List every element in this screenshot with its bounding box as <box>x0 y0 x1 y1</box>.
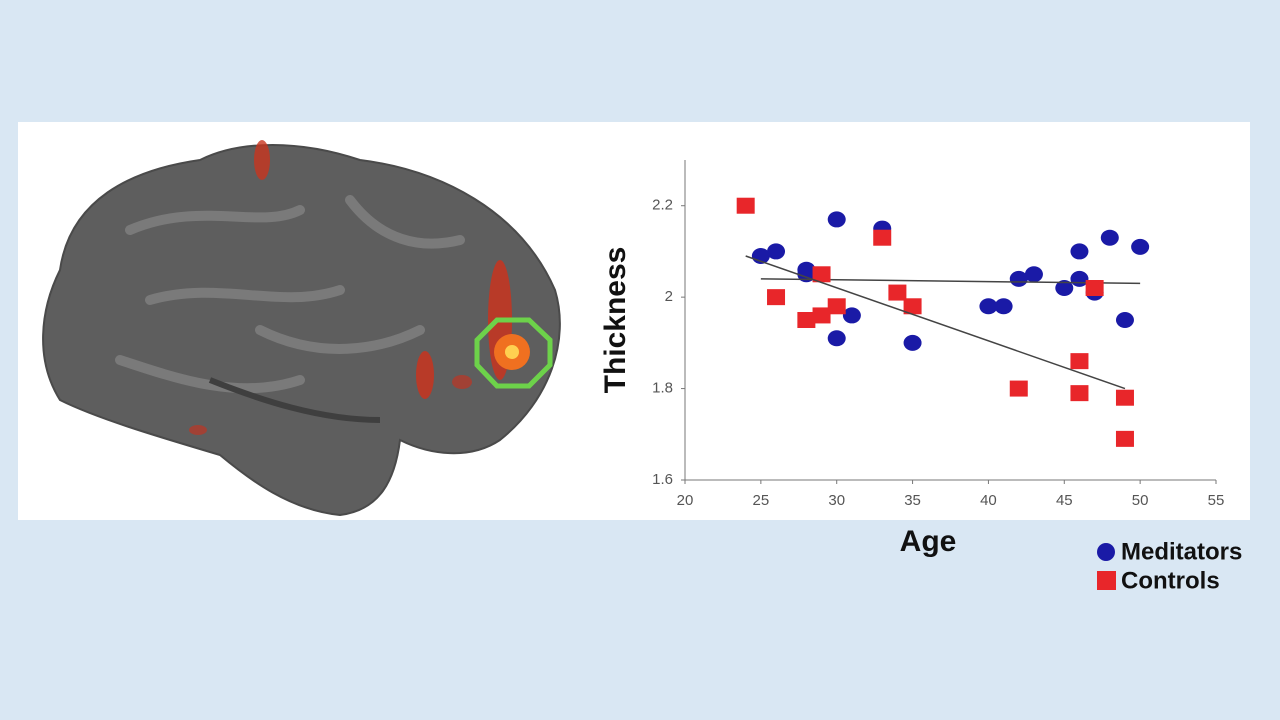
brain-image <box>42 140 561 517</box>
point <box>1131 238 1150 255</box>
point <box>812 266 831 283</box>
y-tick-label: 1.6 <box>652 471 673 488</box>
trend-line <box>745 255 1126 390</box>
point <box>1100 229 1119 246</box>
x-tick-label: 55 <box>1208 492 1225 509</box>
point <box>827 298 846 315</box>
point <box>1070 353 1089 370</box>
point <box>736 197 755 214</box>
point <box>903 298 922 315</box>
y-tick-label: 2.2 <box>652 197 673 214</box>
x-tick-label: 35 <box>904 492 921 509</box>
point <box>767 243 786 260</box>
x-axis-label: Age <box>900 525 957 558</box>
point <box>812 307 831 324</box>
point <box>1115 312 1134 328</box>
point <box>767 289 786 306</box>
point <box>842 307 861 324</box>
y-axis-label: Thickness <box>599 247 632 394</box>
point <box>1070 243 1089 260</box>
point <box>979 298 998 315</box>
point <box>1009 380 1028 397</box>
point <box>1085 280 1104 296</box>
x-tick-label: 50 <box>1132 492 1149 509</box>
x-tick-label: 20 <box>677 492 694 509</box>
legend-label: Meditators <box>1121 538 1242 565</box>
point <box>873 229 892 246</box>
legend-marker <box>1097 543 1115 561</box>
point <box>1024 266 1043 283</box>
x-tick-label: 30 <box>828 492 845 509</box>
legend-marker <box>1097 571 1116 590</box>
point <box>903 334 922 351</box>
point <box>1070 385 1089 402</box>
x-tick-label: 45 <box>1056 492 1073 509</box>
point <box>1055 280 1074 296</box>
point <box>827 211 846 228</box>
point <box>994 298 1013 315</box>
x-tick-label: 25 <box>753 492 770 509</box>
x-tick-label: 40 <box>980 492 997 509</box>
point <box>1115 430 1134 447</box>
legend-label: Controls <box>1121 567 1220 594</box>
point <box>1115 389 1134 406</box>
y-tick-label: 2 <box>665 288 673 305</box>
y-tick-label: 1.8 <box>652 380 673 397</box>
point <box>827 330 846 347</box>
point <box>888 284 907 301</box>
point <box>1009 270 1028 287</box>
point <box>797 312 816 328</box>
